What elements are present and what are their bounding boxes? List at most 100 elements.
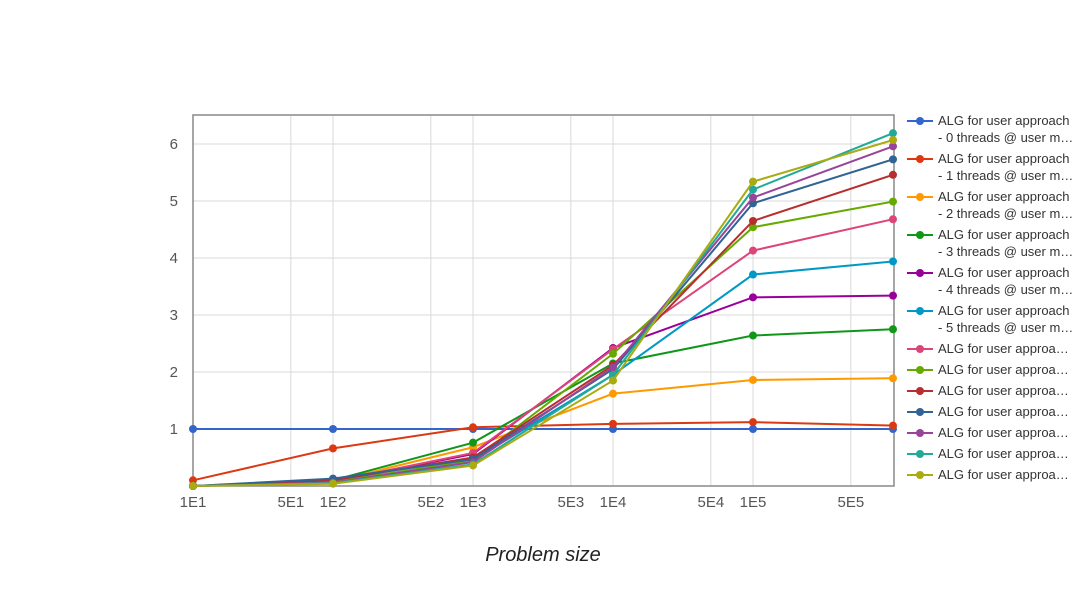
legend-item: ALG for user approach - 1 threads @ user … [907,151,1073,183]
legend-item: ALG for user approach - 3 threads @ user … [907,227,1073,259]
data-point [329,444,337,453]
x-tick-label: 1E1 [180,494,207,511]
plot-frame [192,114,895,487]
data-point [609,349,617,358]
data-point [749,425,757,433]
data-point [749,216,757,225]
legend-label: - 0 threads @ user m… [938,130,1073,145]
legend-label: - 1 threads @ user m… [938,168,1073,183]
legend-swatch-marker [916,471,924,479]
legend-label: ALG for user approa… [938,446,1069,461]
series-lines [189,129,897,490]
data-point [749,293,757,302]
y-tick-label: 1 [170,421,178,438]
data-point [889,197,897,206]
legend-item: ALG for user approach - 5 threads @ user … [907,303,1073,335]
x-tick-label: 1E2 [320,494,347,511]
data-point [889,155,897,164]
y-tick-label: 4 [170,250,178,267]
legend-label: ALG for user approa… [938,425,1069,440]
data-point [749,375,757,384]
legend-swatch-marker [916,429,924,437]
axis-tick-labels: 1E1 5E1 1E2 5E2 1E3 5E3 1E4 5E4 1E5 5E5 1 2 3 4 5 6 [170,136,865,511]
x-tick-label: 5E4 [698,494,725,511]
legend-swatch-marker [916,231,924,239]
x-tick-label: 1E4 [600,494,627,511]
y-tick-label: 2 [170,364,178,381]
data-point [609,376,617,385]
data-point [889,291,897,300]
data-point [609,389,617,398]
data-point [889,325,897,334]
data-point [329,425,337,433]
legend-swatch-marker [916,193,924,201]
y-tick-label: 5 [170,193,178,210]
data-point [749,331,757,340]
legend-item: ALG for user approa… [907,362,1069,377]
legend-label: ALG for user approa… [938,467,1069,482]
data-point [749,193,757,202]
series-2 [189,418,897,485]
legend-label: ALG for user approach [938,265,1070,280]
legend-item: ALG for user approa… [907,467,1069,482]
data-point [749,223,757,232]
legend-item: ALG for user approach - 2 threads @ user … [907,189,1073,221]
legend-label: ALG for user approa… [938,383,1069,398]
legend-label: ALG for user approach [938,303,1070,318]
x-tick-label: 5E5 [838,494,865,511]
data-point [469,423,477,432]
x-tick-label: 5E1 [278,494,305,511]
data-point [189,482,197,490]
data-point [749,185,757,194]
legend-label: - 2 threads @ user m… [938,206,1073,221]
data-point [889,170,897,179]
series-line [192,421,894,482]
x-tick-label: 5E3 [558,494,585,511]
legend-item: ALG for user approa… [907,446,1069,461]
legend-swatch-marker [916,269,924,277]
data-point [889,136,897,145]
legend-label: ALG for user approa… [938,341,1069,356]
x-axis-title: Problem size [485,544,601,566]
x-tick-label: 1E3 [460,494,487,511]
legend-item: ALG for user approa… [907,341,1069,356]
legend-label: ALG for user approach [938,227,1070,242]
legend-label: - 3 threads @ user m… [938,244,1073,259]
x-tick-label: 1E5 [740,494,767,511]
legend-swatch-marker [916,408,924,416]
legend-item: ALG for user approa… [907,383,1069,398]
series-line [192,173,894,487]
legend-swatch-marker [916,155,924,163]
data-point [889,129,897,138]
data-point [609,363,617,372]
legend-label: - 4 threads @ user m… [938,282,1073,297]
data-point [749,177,757,186]
series-13 [189,136,897,490]
data-point [189,425,197,433]
data-point [889,215,897,224]
legend-swatch-marker [916,366,924,374]
legend-label: - 5 threads @ user m… [938,320,1073,335]
data-point [749,246,757,255]
legend: ALG for user approach - 0 threads @ user … [907,113,1073,482]
legend-swatch-marker [916,117,924,125]
data-point [749,418,757,427]
legend-item: ALG for user approach - 4 threads @ user … [907,265,1073,297]
legend-label: ALG for user approach [938,151,1070,166]
x-tick-label: 5E2 [418,494,445,511]
data-point [469,438,477,447]
data-point [189,476,197,485]
legend-item: ALG for user approa… [907,425,1069,440]
legend-item: ALG for user approa… [907,404,1069,419]
y-tick-label: 3 [170,307,178,324]
legend-swatch-marker [916,307,924,315]
data-point [469,461,477,470]
legend-swatch-marker [916,450,924,458]
legend-swatch-marker [916,387,924,395]
legend-label: ALG for user approa… [938,362,1069,377]
y-tick-label: 6 [170,136,178,153]
data-point [889,142,897,151]
series-line [192,139,894,487]
